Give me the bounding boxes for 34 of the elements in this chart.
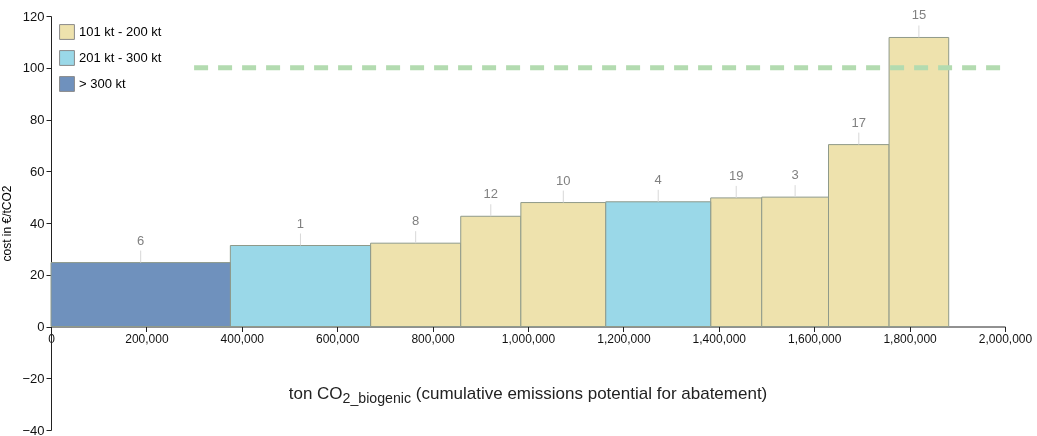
annotation: 8 <box>412 213 420 229</box>
y-tick-label: 60 <box>30 163 45 179</box>
annotation: 17 <box>851 114 867 130</box>
x-tick-label: 1,000,000 <box>501 332 556 346</box>
annotation: 1 <box>296 215 305 231</box>
y-tick-label: 80 <box>30 112 45 127</box>
y-tick-label: 120 <box>22 8 45 24</box>
annotation: 4 <box>654 171 662 187</box>
x-tick-label: 1,800,000 <box>883 332 938 346</box>
x-tick-label: 1,200,000 <box>597 332 651 346</box>
y-tick-label: 40 <box>30 215 45 231</box>
legend-label: 101 kt - 200 kt <box>79 24 162 39</box>
annotation: 6 <box>137 232 145 248</box>
x-tick-label: 200,000 <box>125 332 169 346</box>
x-tick-label: 600,000 <box>316 332 360 346</box>
y-tick-label: 0 <box>37 319 45 334</box>
y-tick-label: −40 <box>22 422 45 436</box>
y-axis-title: cost in €/tCO2 <box>0 185 15 262</box>
legend-label: 201 kt - 300 kt <box>79 50 162 65</box>
legend-label: > 300 kt <box>79 76 127 91</box>
annotation: 15 <box>911 7 927 23</box>
x-tick-label: 1,600,000 <box>788 332 842 346</box>
annotation: 10 <box>556 172 571 188</box>
x-tick-label: 400,000 <box>220 332 265 346</box>
annotation: 19 <box>728 167 744 183</box>
x-tick-label: 1,400,000 <box>692 332 747 346</box>
x-tick-label: 800,000 <box>411 332 456 346</box>
annotation: 3 <box>791 167 799 183</box>
y-tick-label: −20 <box>22 370 45 386</box>
y-tick-label: 20 <box>30 267 45 283</box>
x-tick-label: 2,000,000 <box>978 332 1033 346</box>
y-tick-label: 100 <box>22 60 45 76</box>
annotation: 12 <box>483 186 499 202</box>
x-axis-title: ton CO$_{2_biogenic}$ (cumulative emissions potential for abatement) <box>287 384 769 407</box>
